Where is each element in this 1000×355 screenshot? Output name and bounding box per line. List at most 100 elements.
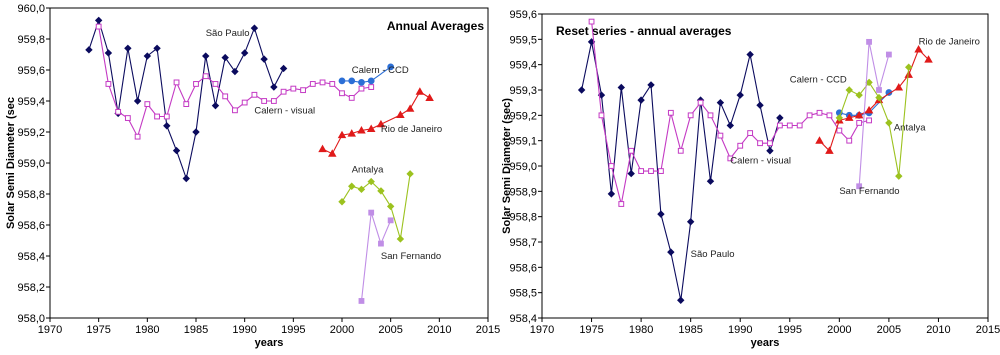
data-point-rio-de-janeiro — [854, 110, 864, 119]
y-tick-label: 959,1 — [509, 136, 537, 148]
data-point-sao-paulo — [85, 46, 93, 54]
data-point-antalya — [835, 114, 844, 122]
data-point-sao-paulo — [736, 91, 744, 99]
x-axis-label: years — [751, 337, 780, 349]
data-point-sao-paulo — [94, 16, 103, 25]
annotation-calern-visual: Calern - visual — [254, 105, 315, 116]
x-tick-label: 2010 — [427, 324, 451, 336]
series-antalya — [835, 63, 913, 180]
data-point-calern-visual — [193, 81, 199, 87]
data-point-calern-visual — [677, 147, 684, 154]
chart-annual-averages: 958,0 958,2 958,4 958,6 958,8 959,0 959,2 959,4… — [5, 3, 500, 349]
annotation-calern-ccd: Calern - CCD — [790, 74, 847, 85]
x-tick-label: 1980 — [135, 324, 159, 336]
data-point-calern-ccd — [338, 77, 346, 85]
data-point-sao-paulo — [163, 122, 171, 130]
data-point-calern-visual — [290, 85, 297, 92]
data-point-calern-visual — [212, 81, 219, 87]
data-point-sao-paulo — [726, 121, 735, 130]
data-point-calern-visual — [856, 120, 863, 126]
data-point-rio-de-janeiro — [357, 126, 366, 134]
data-point-sao-paulo — [172, 146, 181, 155]
y-tick-label: 959,3 — [509, 85, 537, 97]
data-point-calern-visual — [261, 98, 268, 104]
y-tick-label: 959,0 — [17, 158, 45, 170]
data-point-calern-visual — [836, 127, 843, 134]
data-point-calern-visual — [95, 23, 102, 30]
series-calern-visual — [95, 23, 375, 140]
data-point-sao-paulo — [250, 24, 259, 32]
data-point-calern-visual — [183, 101, 190, 107]
y-tick-label: 958,4 — [17, 251, 45, 263]
data-point-calern-visual — [866, 117, 872, 124]
annotation-calern-visual: Calern - visual — [730, 155, 791, 166]
y-tick-label: 958,8 — [509, 212, 537, 224]
data-point-san-fernando — [387, 217, 394, 224]
series-san-fernando — [358, 209, 394, 304]
data-point-sao-paulo — [133, 97, 142, 105]
data-point-sao-paulo — [182, 174, 190, 183]
annotation-san-fernando: San Fernando — [381, 251, 441, 262]
data-point-calern-visual — [134, 133, 141, 140]
data-point-calern-visual — [598, 112, 605, 119]
data-point-antalya — [406, 170, 414, 178]
data-point-calern-visual — [309, 81, 316, 87]
data-point-antalya — [895, 172, 903, 180]
data-point-calern-visual — [707, 112, 714, 119]
y-tick-label: 959,4 — [509, 60, 537, 72]
data-point-sao-paulo — [221, 53, 229, 62]
y-tick-label: 959,2 — [17, 127, 45, 139]
x-tick-label: 1985 — [678, 324, 702, 336]
data-point-rio-de-janeiro — [844, 113, 854, 121]
x-tick-label: 1975 — [579, 324, 603, 336]
data-point-san-fernando — [885, 51, 892, 58]
annotation-san-fernando: San Fernando — [839, 186, 899, 197]
y-tick-label: 958,7 — [509, 237, 537, 249]
data-point-calern-visual — [796, 122, 803, 129]
data-point-calern-visual — [319, 79, 326, 86]
data-point-calern-visual — [786, 122, 793, 129]
data-point-sao-paulo — [647, 81, 655, 89]
series-rio-de-janeiro — [815, 45, 933, 154]
data-point-calern-visual — [806, 112, 813, 119]
data-point-calern-ccd — [348, 77, 356, 85]
data-point-sao-paulo — [104, 49, 113, 57]
x-tick-label: 1985 — [184, 324, 208, 336]
data-point-rio-de-janeiro — [366, 124, 376, 132]
data-point-antalya — [357, 185, 366, 194]
data-point-sao-paulo — [240, 49, 249, 57]
data-point-sao-paulo — [706, 177, 715, 185]
data-point-rio-de-janeiro — [396, 110, 405, 118]
data-point-antalya — [377, 187, 385, 195]
data-point-rio-de-janeiro — [864, 105, 874, 114]
data-point-sao-paulo — [202, 52, 210, 60]
x-tick-label: 2015 — [976, 324, 1000, 336]
annotation-antalya: Antalya — [352, 164, 384, 175]
data-point-sao-paulo — [270, 83, 278, 91]
x-tick-label: 2015 — [476, 324, 500, 336]
data-point-calern-visual — [368, 84, 375, 90]
y-tick-label: 959,0 — [509, 161, 537, 173]
data-point-calern-ccd — [367, 77, 375, 85]
data-point-calern-visual — [717, 132, 724, 139]
y-tick-label: 959,6 — [509, 9, 537, 21]
chart-title: Reset series - annual averages — [556, 24, 732, 38]
y-tick-label: 959,2 — [509, 110, 537, 122]
data-point-calern-visual — [154, 113, 160, 120]
x-tick-label: 2005 — [877, 324, 901, 336]
data-point-rio-de-janeiro — [924, 55, 933, 63]
chart-reset-series: 958,4 958,5 958,6 958,7 958,8 958,9 959,0 959,1… — [501, 9, 1000, 349]
data-point-calern-visual — [173, 79, 180, 86]
data-point-sao-paulo — [607, 190, 616, 198]
annotation-sao-paulo: São Paulo — [691, 249, 735, 260]
y-axis-label: Solar Semi Diameter (sec) — [501, 98, 513, 234]
data-point-rio-de-janeiro — [415, 87, 425, 95]
data-point-rio-de-janeiro — [376, 119, 386, 128]
x-tick-label: 1990 — [232, 324, 256, 336]
y-tick-label: 959,5 — [509, 34, 537, 46]
data-point-antalya — [348, 182, 356, 190]
x-tick-label: 1995 — [778, 324, 802, 336]
data-point-sao-paulo — [746, 50, 754, 59]
data-point-rio-de-janeiro — [904, 70, 913, 78]
data-point-sao-paulo — [153, 44, 161, 53]
